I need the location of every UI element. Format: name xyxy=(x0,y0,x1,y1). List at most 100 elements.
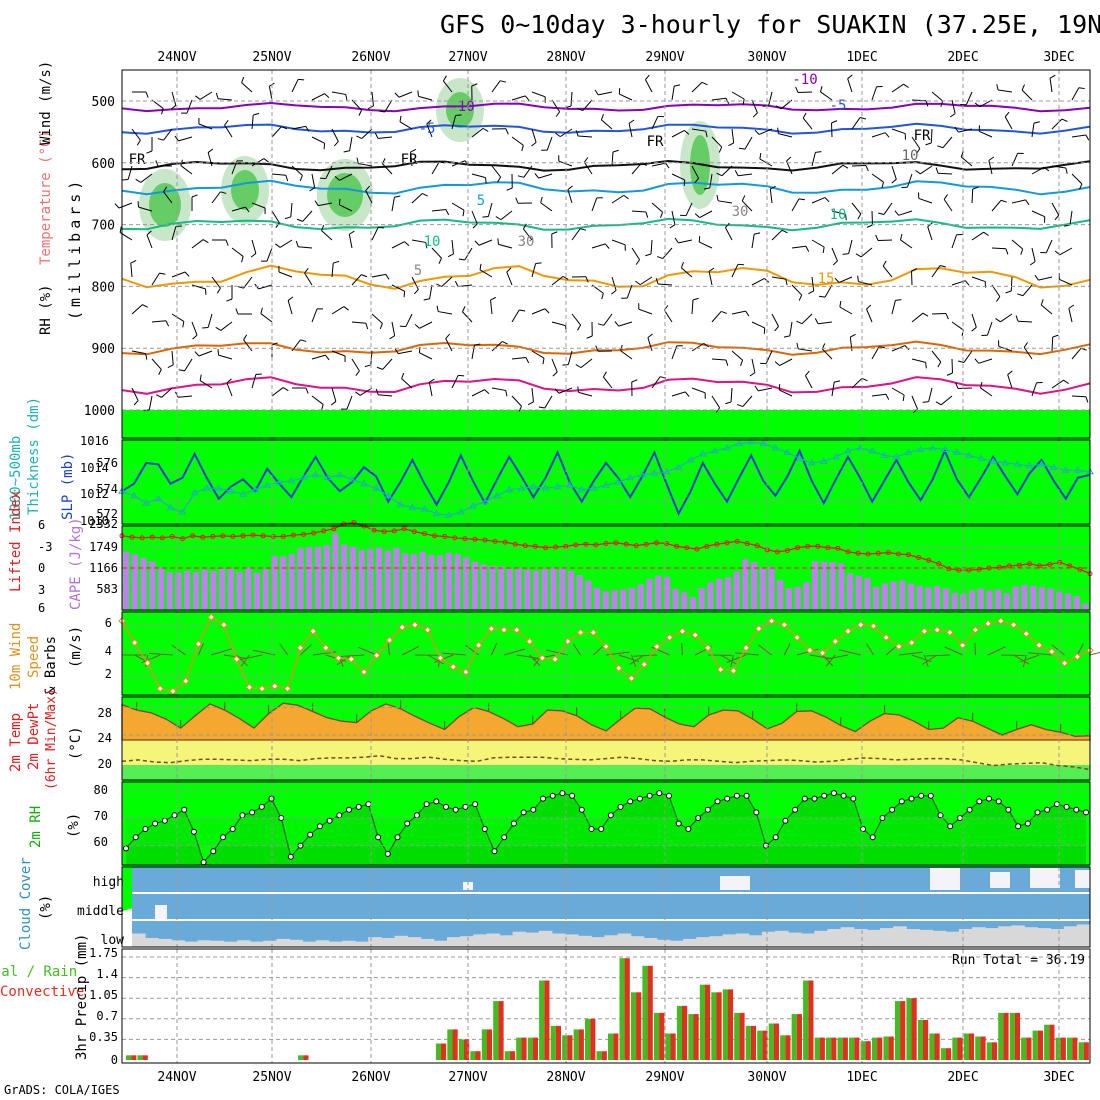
cape-bar xyxy=(436,555,444,610)
wind-barb xyxy=(824,284,833,298)
wind-barb xyxy=(258,284,273,290)
precip-total-bar xyxy=(435,1043,442,1060)
wind-barb-flag xyxy=(1065,167,1068,174)
li-point xyxy=(845,549,851,555)
thickness-point xyxy=(154,494,163,502)
cloud-level-label: low xyxy=(101,933,125,948)
wind-barb xyxy=(860,247,873,258)
wind10-barb xyxy=(252,649,275,656)
cape-bar xyxy=(628,587,635,610)
cape-bar xyxy=(524,569,531,610)
rh2m-point xyxy=(724,795,731,802)
wind-barb-flag xyxy=(911,268,918,272)
cloud-low-bar xyxy=(630,936,645,947)
cloud-high-gap xyxy=(463,882,473,890)
wind-legend-label: Wind (m/s) xyxy=(38,61,54,145)
wind-barb-flag xyxy=(394,348,399,354)
wind-barb-flag xyxy=(974,102,981,108)
wind-barb xyxy=(442,80,453,93)
wind10-point xyxy=(895,642,903,651)
wind-barb-flag xyxy=(445,209,450,216)
wind-barb-flag xyxy=(680,261,684,268)
wind10-point xyxy=(271,682,279,690)
wind-barb xyxy=(771,313,780,327)
wind-barb-flag xyxy=(191,194,198,198)
precip-total-bar xyxy=(516,1037,522,1060)
thickness-point xyxy=(1013,460,1022,467)
cape-bar xyxy=(576,575,583,610)
precip-total-bar xyxy=(539,980,545,1060)
wind-barb xyxy=(662,247,673,259)
cloud-low-bar xyxy=(223,941,238,947)
slp-tick-label: 1012 xyxy=(80,487,109,501)
precip-convective-bar xyxy=(659,1012,665,1060)
cape-bar xyxy=(1030,585,1037,610)
wind-barb xyxy=(1051,118,1063,130)
wind-barb-flag xyxy=(842,253,849,255)
rh2m-point xyxy=(966,806,973,813)
wind-barb xyxy=(451,239,454,254)
precip-convective-bar xyxy=(578,1029,584,1060)
precip-convective-bar xyxy=(796,1014,802,1060)
slp-label: SLP (mb) xyxy=(60,453,76,520)
li-point xyxy=(986,565,992,571)
bottom-date-label: 30NOV xyxy=(747,1070,786,1085)
wind-barb-flag xyxy=(299,175,303,182)
rh2m-point xyxy=(646,792,653,799)
cape-bar xyxy=(323,545,330,610)
li-point xyxy=(1006,563,1012,569)
cape-bar xyxy=(1038,586,1045,610)
wind10-barb xyxy=(629,654,645,666)
cloud-low-bar xyxy=(906,929,920,947)
contour-label: FR xyxy=(129,152,146,168)
rh2m-point xyxy=(316,823,323,830)
wind-barb-flag xyxy=(216,287,221,294)
wind-barb xyxy=(731,350,743,361)
cape-bar xyxy=(463,557,470,610)
cloud-low-bar xyxy=(761,931,776,947)
wind10-barb xyxy=(1051,644,1065,656)
li-point xyxy=(321,528,327,534)
precip-total-bar xyxy=(929,1033,935,1060)
wind10-point xyxy=(232,655,241,663)
cape-bar xyxy=(655,575,662,610)
wind-barb-flag xyxy=(601,293,604,300)
wind-barb xyxy=(358,163,373,167)
cloud-low-bar xyxy=(250,941,264,947)
wind-barb-flag xyxy=(576,108,583,112)
cape-bar xyxy=(611,590,618,610)
precip-convective-bar xyxy=(555,1025,561,1060)
wind-barb-flag xyxy=(754,232,761,235)
rh2m-point xyxy=(675,820,682,827)
rh2m-point xyxy=(540,795,546,802)
wind-barb-flag xyxy=(925,100,929,107)
wind-barb-flag xyxy=(1054,214,1060,221)
wind-barb xyxy=(211,191,221,204)
wind10-point xyxy=(627,674,636,683)
wind-barb xyxy=(626,284,633,299)
wind-barb xyxy=(451,202,465,211)
wind-barb-flag xyxy=(178,369,185,372)
thickness-point xyxy=(469,502,477,509)
wind10-barb xyxy=(987,646,1006,656)
wind-barb xyxy=(251,115,254,130)
li-point xyxy=(946,566,952,572)
wind-barb-flag xyxy=(285,175,289,182)
cape-bar xyxy=(184,571,191,610)
wind-barb xyxy=(551,99,561,113)
cloud-low-bar xyxy=(1063,926,1078,947)
wind-barb xyxy=(971,276,986,283)
wind-barb xyxy=(1069,210,1073,225)
cape-bar xyxy=(707,582,714,610)
wind-barb-flag xyxy=(935,401,942,406)
wind-barb xyxy=(871,132,886,138)
wind-barb-flag xyxy=(786,156,792,162)
cloud-low-bar xyxy=(578,935,592,948)
cloud-low-bar xyxy=(342,940,356,947)
rh2m-point xyxy=(152,820,159,827)
wind10-point xyxy=(678,627,687,635)
cape-bar xyxy=(1012,586,1019,610)
wind-barb-flag xyxy=(521,145,524,152)
wind-barb-flag xyxy=(940,100,944,107)
wind-barb xyxy=(226,382,233,397)
